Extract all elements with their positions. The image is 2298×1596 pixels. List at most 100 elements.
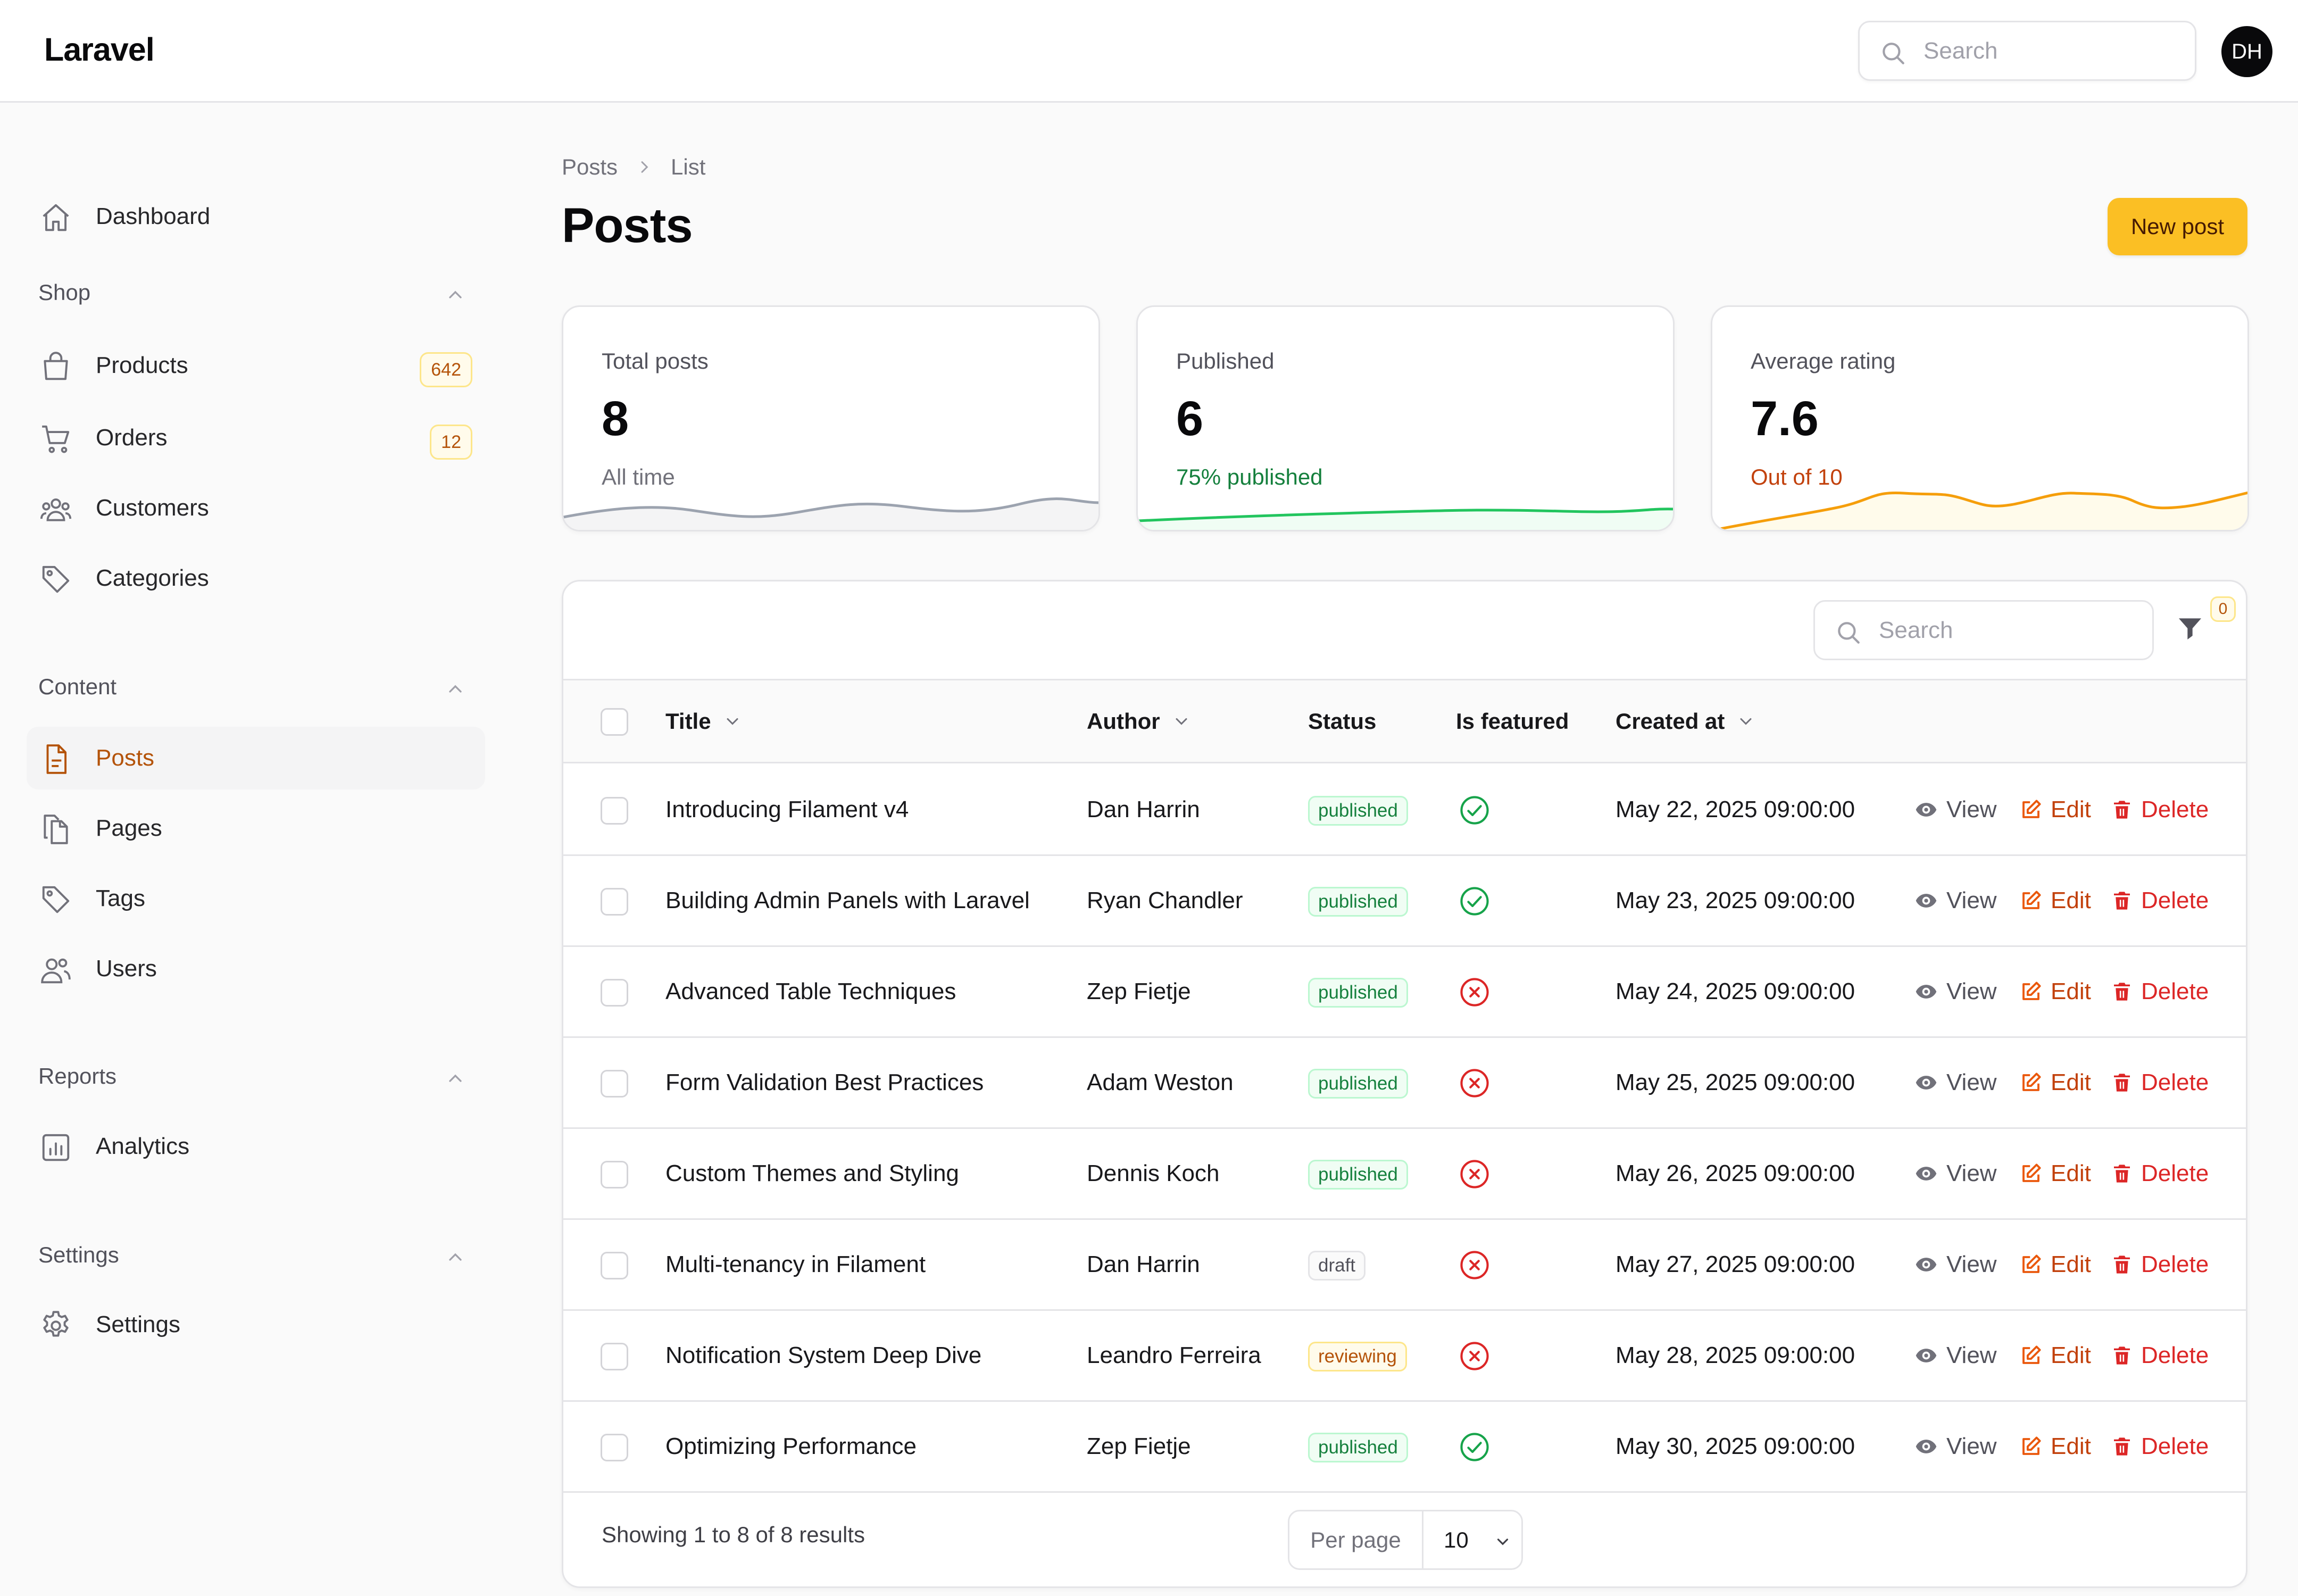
x-circle-icon xyxy=(1458,1340,1491,1373)
post-title-cell[interactable]: Multi-tenancy in Filament xyxy=(665,1251,926,1277)
breadcrumb-current: List xyxy=(671,154,706,179)
top-navigation-bar: Laravel DH xyxy=(0,0,2298,103)
nav-group-reports-label[interactable]: Reports xyxy=(38,1063,117,1088)
column-header-title[interactable]: Title xyxy=(665,680,742,762)
sidebar-item-dashboard[interactable]: Dashboard xyxy=(27,185,485,248)
sidebar-item-products[interactable]: Products 642 xyxy=(27,334,485,397)
row-select-checkbox[interactable] xyxy=(601,979,628,1007)
nav-group-content-label[interactable]: Content xyxy=(38,674,117,699)
user-group-icon xyxy=(39,493,72,526)
delete-action[interactable]: Delete xyxy=(2111,1311,2209,1400)
edit-action[interactable]: Edit xyxy=(2020,765,2091,854)
table-row[interactable]: Introducing Filament v4 Dan Harrin publi… xyxy=(563,765,2246,856)
edit-action[interactable]: Edit xyxy=(2020,1129,2091,1218)
chevron-up-icon[interactable] xyxy=(445,1246,466,1268)
user-avatar[interactable]: DH xyxy=(2221,26,2272,77)
column-header-label: Status xyxy=(1308,709,1377,734)
nav-group-settings-label[interactable]: Settings xyxy=(38,1242,119,1267)
breadcrumb: Posts List xyxy=(562,154,705,180)
post-title-cell[interactable]: Advanced Table Techniques xyxy=(665,978,956,1004)
sidebar-item-customers[interactable]: Customers xyxy=(27,477,485,539)
new-post-button[interactable]: New post xyxy=(2108,198,2247,255)
row-select-checkbox[interactable] xyxy=(601,797,628,825)
brand-logo[interactable]: Laravel xyxy=(44,31,155,68)
stat-card-average-rating: Average rating 7.6 Out of 10 xyxy=(1711,305,2249,531)
sidebar-item-posts[interactable]: Posts xyxy=(27,727,485,789)
row-select-checkbox[interactable] xyxy=(601,1434,628,1461)
post-title-cell[interactable]: Building Admin Panels with Laravel xyxy=(665,887,1030,913)
status-badge: published xyxy=(1308,1069,1408,1099)
select-all-checkbox[interactable] xyxy=(601,708,628,736)
sidebar-item-categories[interactable]: Categories xyxy=(27,547,485,610)
view-action[interactable]: View xyxy=(1914,947,1997,1036)
delete-action-label: Delete xyxy=(2141,1433,2209,1459)
sidebar-item-users[interactable]: Users xyxy=(27,937,485,1000)
per-page-select[interactable]: Per page 10 xyxy=(1288,1510,1523,1570)
edit-action[interactable]: Edit xyxy=(2020,1311,2091,1400)
sidebar-item-label: Dashboard xyxy=(96,203,211,229)
per-page-value[interactable]: 10 xyxy=(1444,1527,1469,1552)
post-title-cell[interactable]: Notification System Deep Dive xyxy=(665,1342,982,1368)
column-header-created-at[interactable]: Created at xyxy=(1616,680,1755,762)
table-row[interactable]: Optimizing Performance Zep Fietje publis… xyxy=(563,1402,2246,1493)
column-header-author[interactable]: Author xyxy=(1087,680,1191,762)
nav-group-shop-label[interactable]: Shop xyxy=(38,280,91,305)
sidebar: Dashboard Shop Products 642 Orders 12 Cu… xyxy=(0,104,511,1596)
global-search-field[interactable] xyxy=(1858,21,2196,81)
post-title-cell[interactable]: Form Validation Best Practices xyxy=(665,1069,984,1095)
created-at-cell: May 28, 2025 09:00:00 xyxy=(1616,1342,1855,1368)
breadcrumb-link-posts[interactable]: Posts xyxy=(562,154,618,179)
table-search-input[interactable] xyxy=(1879,602,2134,659)
edit-action[interactable]: Edit xyxy=(2020,1402,2091,1491)
sidebar-item-analytics[interactable]: Analytics xyxy=(27,1115,485,1178)
view-action[interactable]: View xyxy=(1914,856,1997,945)
edit-action[interactable]: Edit xyxy=(2020,1220,2091,1309)
edit-action[interactable]: Edit xyxy=(2020,1038,2091,1127)
delete-action[interactable]: Delete xyxy=(2111,1038,2209,1127)
table-row[interactable]: Form Validation Best Practices Adam West… xyxy=(563,1038,2246,1129)
view-action[interactable]: View xyxy=(1914,1402,1997,1491)
table-row[interactable]: Multi-tenancy in Filament Dan Harrin dra… xyxy=(563,1220,2246,1311)
delete-action[interactable]: Delete xyxy=(2111,765,2209,854)
table-row[interactable]: Advanced Table Techniques Zep Fietje pub… xyxy=(563,947,2246,1038)
view-action[interactable]: View xyxy=(1914,1311,1997,1400)
edit-action[interactable]: Edit xyxy=(2020,856,2091,945)
row-select-checkbox[interactable] xyxy=(601,1252,628,1279)
delete-action[interactable]: Delete xyxy=(2111,1402,2209,1491)
post-title-cell[interactable]: Custom Themes and Styling xyxy=(665,1160,959,1186)
edit-action-label: Edit xyxy=(2051,1160,2091,1186)
view-action[interactable]: View xyxy=(1914,1220,1997,1309)
stat-sparkline xyxy=(563,497,1098,530)
view-action[interactable]: View xyxy=(1914,765,1997,854)
chevron-up-icon[interactable] xyxy=(445,678,466,700)
delete-action[interactable]: Delete xyxy=(2111,856,2209,945)
table-row[interactable]: Notification System Deep Dive Leandro Fe… xyxy=(563,1311,2246,1402)
chevron-up-icon[interactable] xyxy=(445,284,466,305)
post-title-cell[interactable]: Optimizing Performance xyxy=(665,1433,917,1459)
view-action[interactable]: View xyxy=(1914,1038,1997,1127)
edit-action[interactable]: Edit xyxy=(2020,947,2091,1036)
filter-icon[interactable] xyxy=(2175,613,2205,643)
row-select-checkbox[interactable] xyxy=(601,1343,628,1370)
table-search-field[interactable] xyxy=(1813,600,2154,660)
table-row[interactable]: Building Admin Panels with Laravel Ryan … xyxy=(563,856,2246,947)
row-select-checkbox[interactable] xyxy=(601,888,628,916)
global-search-input[interactable] xyxy=(1924,22,2179,79)
delete-action[interactable]: Delete xyxy=(2111,947,2209,1036)
check-circle-icon xyxy=(1458,1431,1491,1464)
delete-action[interactable]: Delete xyxy=(2111,1129,2209,1218)
view-action[interactable]: View xyxy=(1914,1129,1997,1218)
row-select-checkbox[interactable] xyxy=(601,1161,628,1188)
post-title-cell[interactable]: Introducing Filament v4 xyxy=(665,796,909,822)
row-select-checkbox[interactable] xyxy=(601,1070,628,1098)
table-row[interactable]: Custom Themes and Styling Dennis Koch pu… xyxy=(563,1129,2246,1220)
sidebar-item-pages[interactable]: Pages xyxy=(27,797,485,860)
sidebar-item-orders[interactable]: Orders 12 xyxy=(27,406,485,469)
chevron-up-icon[interactable] xyxy=(445,1068,466,1089)
sidebar-item-tags[interactable]: Tags xyxy=(27,867,485,930)
author-cell: Leandro Ferreira xyxy=(1087,1342,1261,1368)
delete-action[interactable]: Delete xyxy=(2111,1220,2209,1309)
chevron-right-icon xyxy=(636,159,653,176)
sidebar-item-label: Posts xyxy=(96,745,155,771)
sidebar-item-settings[interactable]: Settings xyxy=(27,1293,485,1356)
